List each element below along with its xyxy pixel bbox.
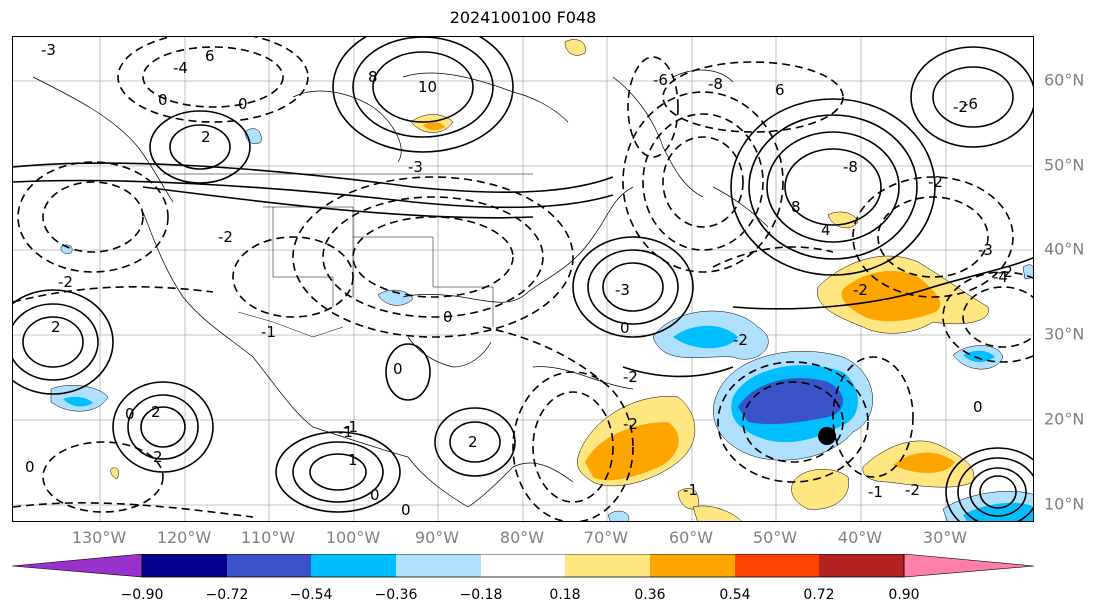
contour-label: -1 [683,481,698,499]
contour-label: 0 [25,458,35,476]
lon-label: 50°W [752,528,798,547]
contour-label: -8 [708,75,723,93]
colorbar-tick-label: −0.54 [289,587,333,603]
contour-label: -2 [733,331,748,349]
contour-label: 6 [775,81,785,99]
colorbar-tick-label: −0.18 [459,587,503,603]
colorbar-tick-label: 0.90 [888,587,920,603]
colorbar-extend-max [903,554,1035,578]
contour-label: 0 [370,486,380,504]
colorbar-segment [396,554,481,577]
contour-label: 0 [238,95,248,113]
lat-label: 10°N [1044,494,1085,514]
contour-label: 2 [51,318,61,336]
contour-label: -1 [343,418,358,436]
lon-label: 40°W [837,528,883,547]
colorbar-segment [735,554,819,577]
location-marker-dot [818,427,836,445]
contour-label: -2 [623,368,638,386]
contour-labels: -3 6 -4 0 0 8 10 6 -8 -3 2 -2 -6 -2 -2 -… [25,41,1013,519]
contour-label: 6 [205,47,215,65]
contour-label: -6 [963,95,978,113]
map-plot-area: -3 6 -4 0 0 8 10 6 -8 -3 2 -2 -6 -2 -2 -… [12,36,1034,522]
contour-label: 0 [443,308,453,326]
contour-label: -4 [993,268,1008,286]
map-title: 2024100100 F048 [449,8,597,27]
lon-label: 70°W [583,528,629,547]
contour-label: -3 [978,241,993,259]
contour-label: 0 [973,398,983,416]
contour-label: -2 [218,228,233,246]
contour-label: -3 [615,281,630,299]
colorbar-tick-label: 0.36 [634,587,666,603]
lon-label: 30°W [922,528,968,547]
lat-label: 30°N [1044,324,1085,344]
lon-label: 110°W [240,528,296,547]
contour-label: 0 [620,319,630,337]
political-boundaries [163,173,533,338]
contour-label: 0 [393,360,403,378]
contour-label: 8 [791,198,801,216]
colorbar-extend-min [12,554,143,578]
contour-label: -1 [868,483,883,501]
colorbar-segment [481,554,565,577]
lat-label: 40°N [1044,239,1085,259]
contour-label: -2 [928,173,943,191]
colorbar-tick-label: 0.54 [719,587,751,603]
contour-label: 1 [348,451,358,469]
colorbar-segment [565,554,650,577]
lon-label: 130°W [71,528,127,547]
colorbar-tick-label: 0.72 [803,587,835,603]
lon-label: 80°W [499,528,545,547]
contour-label: -1 [261,323,276,341]
contour-label: -3 [408,158,423,176]
contour-label: 2 [201,128,211,146]
contour-label: -2 [58,273,73,291]
contour-label: -3 [41,41,56,59]
contour-label: 2 [468,433,478,451]
lat-label: 60°N [1044,70,1085,90]
lat-label: 20°N [1044,409,1085,429]
colorbar-segment [227,554,311,577]
colorbar-segment [311,554,396,577]
contour-label: 0 [125,405,135,423]
contour-label: 2 [151,403,161,421]
contour-label: -2 [953,98,968,116]
contour-label: 10 [418,78,437,96]
contour-label: -2 [623,415,638,433]
colorbar-tick-label: −0.72 [205,587,249,603]
lon-label: 90°W [414,528,460,547]
colorbar-segment [650,554,735,577]
contour-label: 2 [153,448,163,466]
colorbar [12,554,1035,578]
lon-label: 100°W [325,528,381,547]
lat-label: 50°N [1044,155,1085,175]
colorbar-tick-label: −0.90 [120,587,164,603]
contour-label: -8 [843,158,858,176]
contour-label: -2 [905,481,920,499]
colorbar-tick-label: 0.18 [549,587,581,603]
dashed-contours [13,37,1033,521]
lon-label: 60°W [668,528,714,547]
contour-label: -6 [653,71,668,89]
colorbar-segment [142,554,227,577]
contour-label: -1 [338,423,353,441]
contour-label: -2 [998,263,1013,281]
lon-label: 120°W [156,528,212,547]
contour-label: -2 [853,281,868,299]
contour-label: 8 [368,68,378,86]
colorbar-tick-label: −0.36 [374,587,418,603]
contour-label: 0 [401,501,411,519]
contour-label: -4 [173,59,188,77]
map-canvas: -3 6 -4 0 0 8 10 6 -8 -3 2 -2 -6 -2 -2 -… [13,37,1033,521]
contour-label: 0 [158,91,168,109]
contour-label: 4 [821,221,831,239]
colorbar-segment [819,554,904,577]
